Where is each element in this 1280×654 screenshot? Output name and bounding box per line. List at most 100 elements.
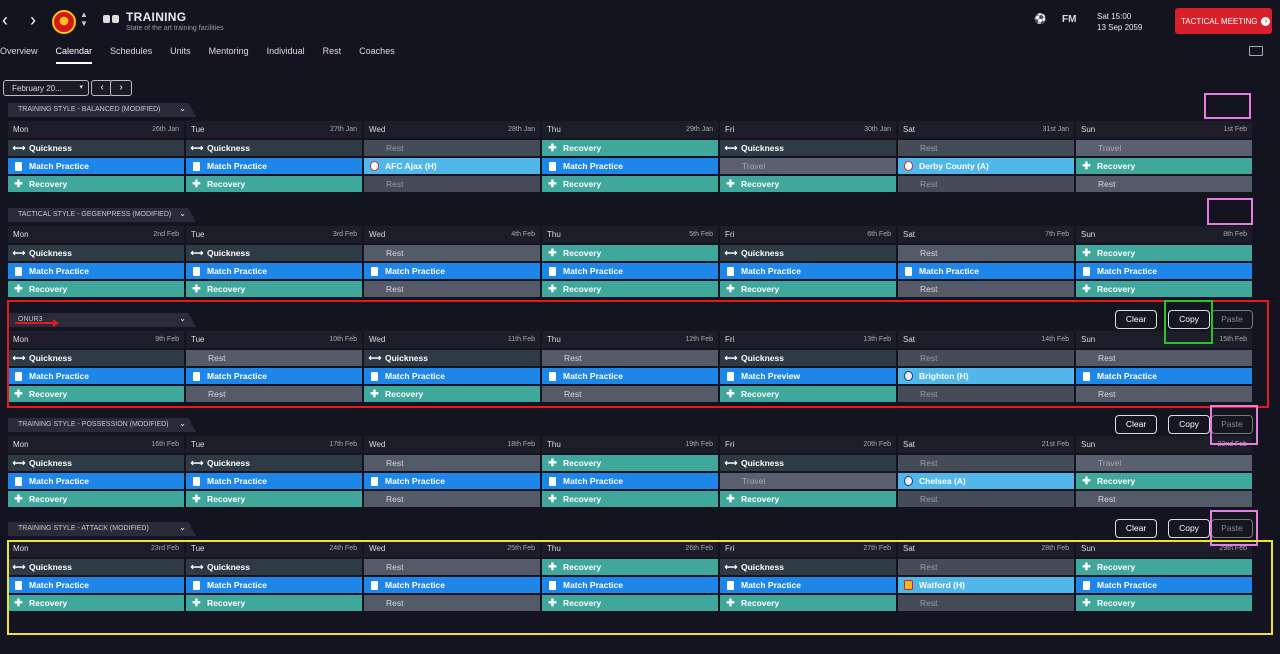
- session-slot[interactable]: Chelsea (A): [898, 473, 1074, 489]
- session-slot[interactable]: Rest: [364, 140, 540, 156]
- session-slot[interactable]: ✚ Recovery: [8, 595, 184, 611]
- session-slot[interactable]: Match Practice: [898, 263, 1074, 279]
- session-slot[interactable]: Rest: [898, 176, 1074, 192]
- session-slot[interactable]: Match Practice: [364, 263, 540, 279]
- session-slot[interactable]: ⟷ Quickness: [186, 559, 362, 575]
- session-slot[interactable]: Rest: [898, 455, 1074, 471]
- schedule-style-dropdown[interactable]: TRAINING STYLE - BALANCED (MODIFIED) ⌄: [8, 103, 196, 117]
- session-slot[interactable]: ✚ Recovery: [8, 176, 184, 192]
- session-slot[interactable]: Match Practice: [1076, 577, 1252, 593]
- session-slot[interactable]: Rest: [898, 281, 1074, 297]
- session-slot[interactable]: Watford (H): [898, 577, 1074, 593]
- tab-mentoring[interactable]: Mentoring: [208, 46, 249, 56]
- session-slot[interactable]: ✚ Recovery: [542, 245, 718, 261]
- copy-button[interactable]: Copy: [1168, 519, 1210, 538]
- session-slot[interactable]: Match Practice: [186, 577, 362, 593]
- session-slot[interactable]: Rest: [898, 559, 1074, 575]
- session-slot[interactable]: Match Practice: [364, 368, 540, 384]
- session-slot[interactable]: ✚ Recovery: [1076, 595, 1252, 611]
- session-slot[interactable]: ✚ Recovery: [720, 176, 896, 192]
- session-slot[interactable]: Rest: [186, 386, 362, 402]
- tab-rest[interactable]: Rest: [322, 46, 342, 56]
- session-slot[interactable]: Match Practice: [8, 158, 184, 174]
- session-slot[interactable]: ⟷ Quickness: [8, 350, 184, 366]
- session-slot[interactable]: ⟷ Quickness: [186, 245, 362, 261]
- session-slot[interactable]: ⟷ Quickness: [8, 140, 184, 156]
- schedule-style-dropdown[interactable]: TACTICAL STYLE - GEGENPRESS (MODIFIED) ⌄: [8, 208, 196, 222]
- session-slot[interactable]: Rest: [898, 350, 1074, 366]
- session-slot[interactable]: Rest: [364, 559, 540, 575]
- tab-individual[interactable]: Individual: [266, 46, 305, 56]
- session-slot[interactable]: Match Practice: [720, 577, 896, 593]
- session-slot[interactable]: Match Preview: [720, 368, 896, 384]
- session-slot[interactable]: ✚ Recovery: [720, 281, 896, 297]
- session-slot[interactable]: Travel: [1076, 455, 1252, 471]
- session-slot[interactable]: Derby County (A): [898, 158, 1074, 174]
- session-slot[interactable]: ✚ Recovery: [186, 491, 362, 507]
- tab-overview[interactable]: Overview: [0, 46, 38, 56]
- session-slot[interactable]: Match Practice: [8, 368, 184, 384]
- session-slot[interactable]: Rest: [364, 595, 540, 611]
- session-slot[interactable]: Rest: [364, 455, 540, 471]
- copy-button[interactable]: Copy: [1168, 310, 1210, 329]
- session-slot[interactable]: Rest: [898, 491, 1074, 507]
- schedule-style-dropdown[interactable]: TRAINING STYLE - POSSESSION (MODIFIED) ⌄: [8, 418, 196, 432]
- session-slot[interactable]: Match Practice: [542, 577, 718, 593]
- session-slot[interactable]: Match Practice: [186, 473, 362, 489]
- session-slot[interactable]: Travel: [720, 473, 896, 489]
- session-slot[interactable]: ⟷ Quickness: [186, 455, 362, 471]
- schedule-style-dropdown[interactable]: TRAINING STYLE - ATTACK (MODIFIED) ⌄: [8, 522, 196, 536]
- session-slot[interactable]: ✚ Recovery: [720, 386, 896, 402]
- session-slot[interactable]: ✚ Recovery: [1076, 158, 1252, 174]
- paste-button[interactable]: Paste: [1211, 519, 1253, 538]
- paste-button[interactable]: Paste: [1211, 310, 1253, 329]
- session-slot[interactable]: Match Practice: [542, 263, 718, 279]
- session-slot[interactable]: Match Practice: [8, 263, 184, 279]
- session-slot[interactable]: ✚ Recovery: [8, 491, 184, 507]
- session-slot[interactable]: Match Practice: [542, 368, 718, 384]
- session-slot[interactable]: ✚ Recovery: [186, 176, 362, 192]
- next-month-button[interactable]: ›: [110, 80, 132, 96]
- session-slot[interactable]: ✚ Recovery: [1076, 281, 1252, 297]
- tab-calendar[interactable]: Calendar: [55, 44, 93, 64]
- session-slot[interactable]: ⟷ Quickness: [720, 455, 896, 471]
- tab-coaches[interactable]: Coaches: [359, 46, 395, 56]
- club-crest-icon[interactable]: [52, 10, 76, 34]
- session-slot[interactable]: Travel: [720, 158, 896, 174]
- month-select[interactable]: February 20... ▾: [3, 80, 89, 96]
- session-slot[interactable]: Rest: [898, 386, 1074, 402]
- session-slot[interactable]: Rest: [898, 245, 1074, 261]
- session-slot[interactable]: Rest: [364, 176, 540, 192]
- session-slot[interactable]: ✚ Recovery: [364, 386, 540, 402]
- game-date[interactable]: Sat 15:00 13 Sep 2059: [1097, 11, 1142, 33]
- session-slot[interactable]: Match Practice: [186, 263, 362, 279]
- session-slot[interactable]: AFC Ajax (H): [364, 158, 540, 174]
- back-arrow-icon[interactable]: ‹: [2, 10, 8, 30]
- session-slot[interactable]: ⟷ Quickness: [720, 559, 896, 575]
- session-slot[interactable]: Match Practice: [1076, 263, 1252, 279]
- session-slot[interactable]: Rest: [1076, 491, 1252, 507]
- club-switch-chevron-icon[interactable]: ▲ ▼: [80, 10, 88, 28]
- tab-schedules[interactable]: Schedules: [110, 46, 153, 56]
- session-slot[interactable]: ⟷ Quickness: [720, 245, 896, 261]
- session-slot[interactable]: Rest: [364, 281, 540, 297]
- session-slot[interactable]: ✚ Recovery: [542, 559, 718, 575]
- paste-button[interactable]: Paste: [1211, 415, 1253, 434]
- session-slot[interactable]: ⟷ Quickness: [364, 350, 540, 366]
- session-slot[interactable]: ⟷ Quickness: [720, 140, 896, 156]
- schedule-style-dropdown[interactable]: ONUR3 ⌄: [8, 313, 196, 327]
- session-slot[interactable]: ✚ Recovery: [542, 176, 718, 192]
- session-slot[interactable]: Rest: [364, 491, 540, 507]
- session-slot[interactable]: ⟷ Quickness: [8, 559, 184, 575]
- session-slot[interactable]: ✚ Recovery: [542, 595, 718, 611]
- session-slot[interactable]: Match Practice: [720, 263, 896, 279]
- session-slot[interactable]: ⟷ Quickness: [186, 140, 362, 156]
- session-slot[interactable]: Rest: [1076, 386, 1252, 402]
- session-slot[interactable]: ⟷ Quickness: [8, 455, 184, 471]
- clear-button[interactable]: Clear: [1115, 415, 1157, 434]
- session-slot[interactable]: ✚ Recovery: [186, 281, 362, 297]
- session-slot[interactable]: Rest: [542, 350, 718, 366]
- session-slot[interactable]: Match Practice: [1076, 368, 1252, 384]
- forward-arrow-icon[interactable]: ›: [30, 10, 36, 30]
- session-slot[interactable]: ⟷ Quickness: [720, 350, 896, 366]
